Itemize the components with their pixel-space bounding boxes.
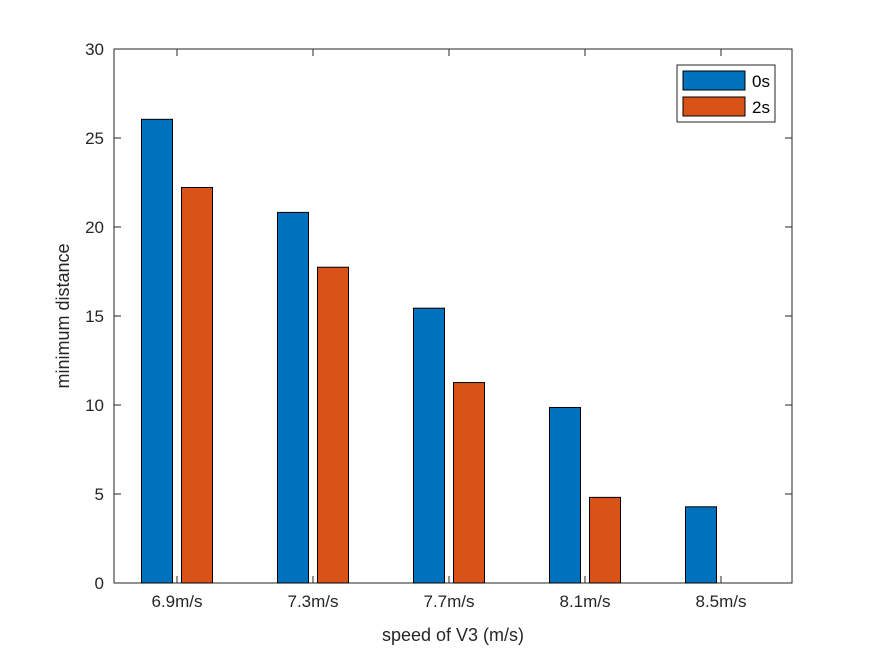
y-tick-label: 0 — [95, 574, 104, 593]
y-tick-label: 15 — [85, 307, 104, 326]
bar-0s-8.5m/s — [685, 506, 717, 584]
legend-label-0s: 0s — [752, 72, 770, 91]
x-tick-label: 8.1m/s — [559, 592, 610, 611]
y-tick-label: 10 — [85, 396, 104, 415]
bar-0s-7.3m/s — [277, 211, 309, 584]
x-tick-label: 6.9m/s — [151, 592, 202, 611]
y-tick-label: 5 — [95, 485, 104, 504]
bar-0s-8.1m/s — [549, 406, 581, 584]
bar-2s-6.9m/s — [181, 186, 213, 584]
y-axis-label: minimum distance — [53, 243, 73, 388]
bars-group — [141, 118, 717, 584]
x-axis: 6.9m/s 7.3m/s 7.7m/s 8.1m/s 8.5m/s — [151, 49, 747, 611]
legend-swatch-2s — [682, 96, 746, 117]
legend: 0s 2s — [676, 64, 776, 123]
x-tick-label: 7.7m/s — [423, 592, 474, 611]
x-tick-label: 7.3m/s — [287, 592, 338, 611]
bar-0s-6.9m/s — [141, 118, 173, 584]
bar-0s-7.7m/s — [413, 307, 445, 584]
y-tick-label: 20 — [85, 218, 104, 237]
y-axis: 0 5 10 15 20 25 30 — [85, 40, 792, 593]
bar-2s-8.1m/s — [589, 496, 621, 584]
x-tick-label: 8.5m/s — [695, 592, 746, 611]
legend-label-2s: 2s — [752, 98, 770, 117]
y-tick-label: 30 — [85, 40, 104, 59]
x-axis-label: speed of V3 (m/s) — [382, 625, 524, 645]
legend-swatch-0s — [682, 70, 746, 91]
y-tick-label: 25 — [85, 129, 104, 148]
bar-2s-7.7m/s — [453, 382, 485, 584]
bar-2s-7.3m/s — [317, 266, 349, 584]
